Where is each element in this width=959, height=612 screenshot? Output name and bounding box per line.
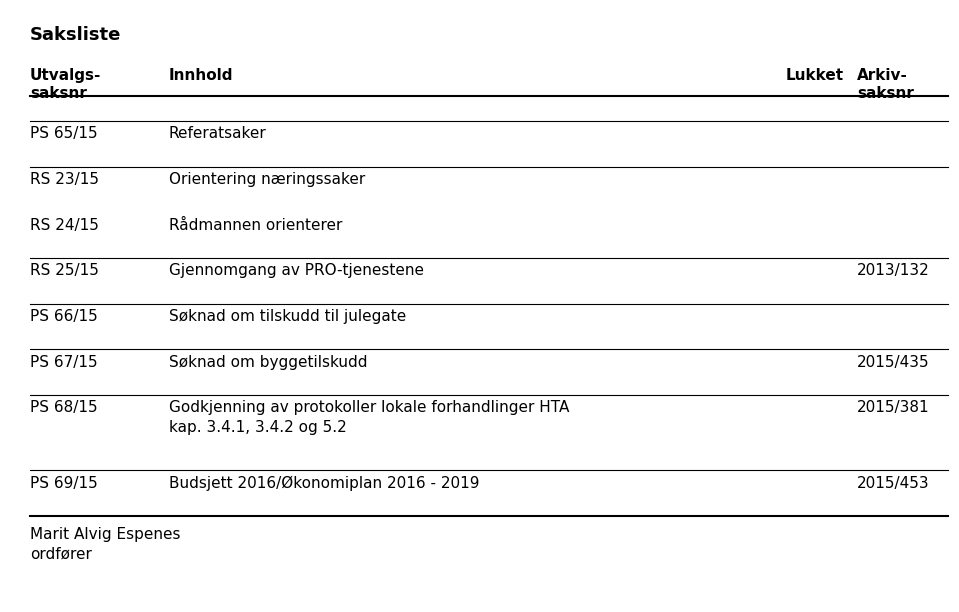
Text: PS 67/15: PS 67/15 [30,355,98,370]
Text: Arkiv-
saksnr: Arkiv- saksnr [857,69,914,101]
Text: Saksliste: Saksliste [30,26,122,43]
Text: PS 65/15: PS 65/15 [30,126,98,141]
Text: PS 66/15: PS 66/15 [30,309,98,324]
Text: Søknad om byggetilskudd: Søknad om byggetilskudd [169,355,367,370]
Text: Utvalgs-
saksnr: Utvalgs- saksnr [30,69,102,101]
Text: 2015/453: 2015/453 [857,476,930,491]
Text: Orientering næringssaker: Orientering næringssaker [169,172,365,187]
Text: Referatsaker: Referatsaker [169,126,267,141]
Text: 2013/132: 2013/132 [857,263,930,278]
Text: PS 68/15: PS 68/15 [30,400,98,416]
Text: Lukket: Lukket [785,69,844,83]
Text: Godkjenning av protokoller lokale forhandlinger HTA
kap. 3.4.1, 3.4.2 og 5.2: Godkjenning av protokoller lokale forhan… [169,400,569,435]
Text: Budsjett 2016/Økonomiplan 2016 - 2019: Budsjett 2016/Økonomiplan 2016 - 2019 [169,476,480,491]
Text: Søknad om tilskudd til julegate: Søknad om tilskudd til julegate [169,309,406,324]
Text: PS 69/15: PS 69/15 [30,476,98,491]
Text: Rådmannen orienterer: Rådmannen orienterer [169,218,342,233]
Text: 2015/381: 2015/381 [857,400,930,416]
Text: 2015/435: 2015/435 [857,355,930,370]
Text: Marit Alvig Espenes
ordfører: Marit Alvig Espenes ordfører [30,527,180,562]
Text: Innhold: Innhold [169,69,233,83]
Text: Gjennomgang av PRO-tjenestene: Gjennomgang av PRO-tjenestene [169,263,424,278]
Text: RS 24/15: RS 24/15 [30,218,99,233]
Text: RS 25/15: RS 25/15 [30,263,99,278]
Text: RS 23/15: RS 23/15 [30,172,99,187]
